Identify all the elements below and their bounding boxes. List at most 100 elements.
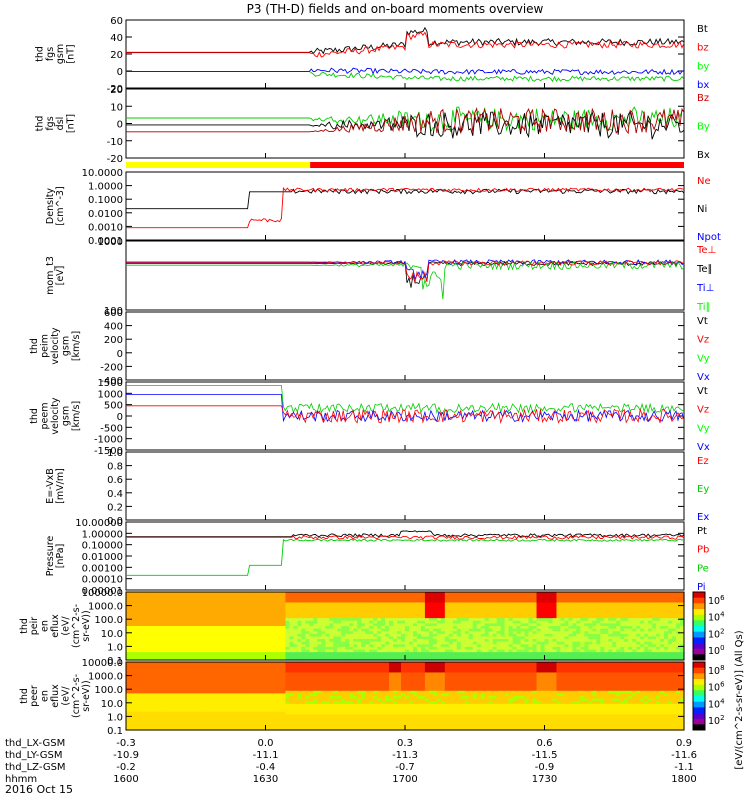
panel-9-spectrogram-cell xyxy=(656,612,661,617)
panel-9-spectrogram-cell xyxy=(652,620,657,624)
panel-9-spectrogram-cell xyxy=(524,612,530,617)
panel-9-spectrogram-cell xyxy=(185,636,191,640)
panel-9-spectrogram-cell xyxy=(472,649,478,653)
panel-9-spectrogram-cell xyxy=(472,639,478,643)
panel-9-spectrogram-cell xyxy=(584,636,589,640)
panel-9-spectrogram-cell xyxy=(420,654,426,658)
panel-9-spectrogram-cell xyxy=(584,618,589,622)
panel-5-ytick-label: -200 xyxy=(100,362,123,373)
panel-9-spectrogram-cell xyxy=(277,649,283,653)
panel-9-spectrogram-cell xyxy=(385,610,390,614)
panel-10-spectrogram-cell xyxy=(233,667,239,671)
panel-9-spectrogram-cell xyxy=(592,646,597,651)
panel-10-spectrogram-cell xyxy=(277,693,283,697)
panel-10-spectrogram-cell xyxy=(257,662,263,666)
panel-10-spectrogram-cell xyxy=(225,667,231,671)
panel-9-spectrogram-cell xyxy=(596,657,601,661)
panel-9-spectrogram-cell xyxy=(544,646,550,651)
panel-9-spectrogram-cell xyxy=(169,592,175,596)
panel-9-spectrogram-cell xyxy=(424,612,430,617)
panel-9-spectrogram-cell xyxy=(197,597,203,601)
panel-9-spectrogram-cell xyxy=(317,610,322,614)
panel-9-spectrogram-cell xyxy=(548,592,554,596)
panel-10-spectrogram-cell xyxy=(133,682,139,687)
panel-9-spectrogram-cell xyxy=(496,615,502,619)
panel-9-spectrogram-cell xyxy=(488,644,494,648)
panel-10-spectrogram-cell xyxy=(241,709,247,713)
panel-9-spectrogram-cell xyxy=(353,607,358,611)
panel-10-spectrogram-cell xyxy=(181,669,187,674)
panel-10-spectrogram-cell xyxy=(241,664,247,668)
panel-9-spectrogram-cell xyxy=(544,615,550,619)
panel-9-spectrogram-cell xyxy=(680,599,685,604)
panel-9-spectrogram-cell xyxy=(237,633,243,638)
panel-9-spectrogram-cell xyxy=(576,644,581,648)
panel-10-spectrogram-cell xyxy=(153,706,159,710)
panel-10-spectrogram-cell xyxy=(233,711,239,715)
panel-9-spectrogram-cell xyxy=(636,636,641,640)
panel-9-spectrogram-cell xyxy=(313,605,318,609)
panel-9-spectrogram-cell xyxy=(237,615,243,619)
panel-9-spectrogram-cell xyxy=(484,594,490,598)
panel-9-spectrogram-cell xyxy=(405,636,410,640)
panel-9-spectrogram-cell xyxy=(444,633,450,638)
panel-9-spectrogram-cell xyxy=(137,626,143,630)
panel-9-spectrogram-cell xyxy=(416,623,422,627)
panel-9-spectrogram-cell xyxy=(261,618,267,622)
ni-line xyxy=(126,188,685,210)
panel-9-spectrogram-cell xyxy=(245,607,251,611)
panel-10-spectrogram-cell xyxy=(253,693,259,697)
panel-9-spectrogram-cell xyxy=(369,615,374,619)
panel-2-legend-Bx: Bx xyxy=(697,150,710,161)
panel-9-spectrogram-cell xyxy=(660,602,665,606)
panel-10-spectrogram-cell xyxy=(209,711,215,715)
panel-9-spectrogram-cell xyxy=(596,623,601,627)
panel-10-spectrogram-cell xyxy=(225,703,231,708)
panel-9-spectrogram-cell xyxy=(405,623,410,627)
panel-9-spectrogram-cell xyxy=(632,610,637,614)
panel-9-spectrogram-cell xyxy=(341,633,346,638)
panel-9-spectrogram-cell xyxy=(153,599,159,604)
panel-9-spectrogram-cell xyxy=(357,615,362,619)
panel-9-spectrogram-cell xyxy=(157,626,163,630)
panel-10-spectrogram-cell xyxy=(193,688,199,692)
panel-9-spectrogram-cell xyxy=(181,618,187,622)
panel-9-spectrogram-cell xyxy=(333,605,338,609)
panel-9-spectrogram-cell xyxy=(153,594,159,598)
panel-10-spectrogram-cell xyxy=(133,706,139,710)
panel-9-spectrogram-cell xyxy=(472,607,478,611)
panel-9-spectrogram-cell xyxy=(548,610,554,614)
panel-10-spectrogram-cell xyxy=(281,727,287,731)
panel-9-spectrogram-cell xyxy=(193,644,199,648)
panel-9-spectrogram-cell xyxy=(548,594,554,598)
panel-9-spectrogram-cell xyxy=(632,615,637,619)
panel-9-spectrogram-cell xyxy=(229,607,235,611)
panel-9-spectrogram-cell xyxy=(221,618,227,622)
panel-9-spectrogram-cell xyxy=(173,607,179,611)
panel-9-spectrogram-cell xyxy=(201,594,207,598)
panel-10-spectrogram-cell xyxy=(237,690,243,694)
panel-9-spectrogram-cell xyxy=(257,620,263,624)
panel-9-spectrogram-cell xyxy=(289,636,294,640)
panel-9-spectrogram-cell xyxy=(197,612,203,617)
panel-10-spectrogram-cell xyxy=(209,709,215,713)
panel-9-spectrogram-cell xyxy=(548,615,554,619)
panel-10-spectrogram-cell xyxy=(213,662,219,666)
panel-9-spectrogram-cell xyxy=(424,618,430,622)
panel-10-spectrogram-cell xyxy=(237,719,243,723)
panel-9-spectrogram-cell xyxy=(389,633,394,638)
panel-9-spectrogram-cell xyxy=(157,644,163,648)
panel-9-spectrogram-cell xyxy=(185,618,191,622)
panel-9-spectrogram-cell xyxy=(488,641,494,645)
panel-9-spectrogram-cell xyxy=(193,646,199,651)
panel-10-spectrogram-cell xyxy=(229,669,235,674)
panel-9-spectrogram-cell xyxy=(349,618,354,622)
panel-9-spectrogram-cell xyxy=(520,644,526,648)
panel-9-spectrogram-cell xyxy=(201,636,207,640)
panel-9-spectrogram-cell xyxy=(289,597,294,601)
panel-10-spectrogram-cell xyxy=(205,727,211,731)
panel-9-spectrogram-cell xyxy=(600,641,605,645)
panel-9-spectrogram-cell xyxy=(524,610,530,614)
panel-9-spectrogram-cell xyxy=(217,628,223,632)
panel-9-spectrogram-cell xyxy=(652,599,657,604)
